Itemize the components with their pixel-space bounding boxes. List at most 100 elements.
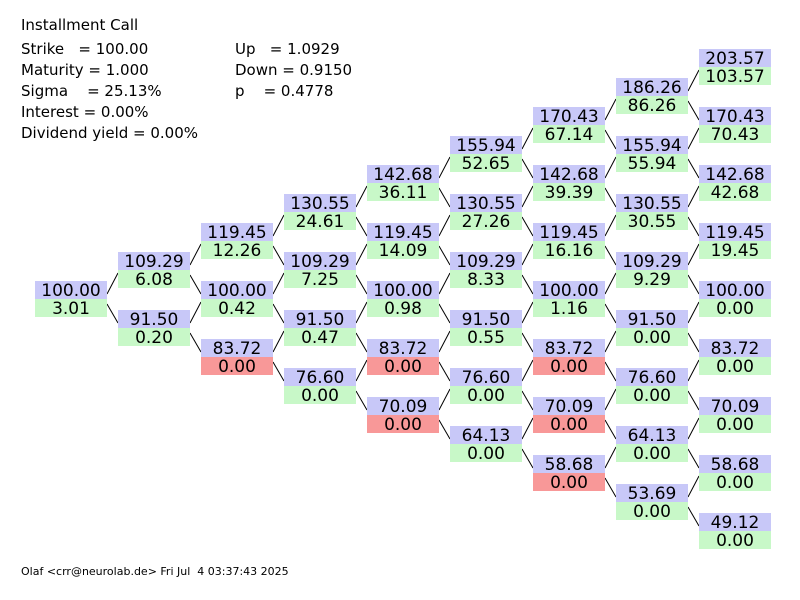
- option-value: 12.26: [213, 241, 262, 261]
- option-box: [367, 357, 439, 375]
- edge: [604, 303, 617, 324]
- parameter: Down = 0.9150: [235, 61, 352, 79]
- edge: [604, 272, 617, 295]
- edge: [687, 390, 700, 411]
- option-value: 39.39: [545, 183, 594, 203]
- edge: [687, 243, 700, 266]
- edge: [521, 158, 534, 179]
- edge: [355, 359, 368, 382]
- stock-box: [616, 136, 688, 154]
- parameter: Maturity = 1.000: [21, 61, 149, 79]
- stock-box: [533, 455, 605, 473]
- stock-box: [118, 252, 190, 270]
- option-box: [699, 241, 771, 259]
- stock-price: 100.00: [373, 281, 432, 301]
- option-box: [118, 270, 190, 288]
- option-box: [201, 299, 273, 317]
- option-box: [616, 154, 688, 172]
- stock-box: [699, 281, 771, 299]
- stock-box: [201, 339, 273, 357]
- edge: [272, 245, 285, 266]
- option-value: 0.00: [467, 444, 505, 464]
- option-value: 8.33: [467, 270, 505, 290]
- edge: [438, 361, 451, 382]
- stock-price: 142.68: [539, 165, 598, 185]
- option-value: 16.16: [545, 241, 594, 261]
- stock-box: [201, 223, 273, 241]
- stock-price: 109.29: [622, 252, 681, 272]
- edge: [521, 216, 534, 237]
- stock-price: 53.69: [628, 484, 677, 504]
- edge: [687, 100, 700, 121]
- option-box: [533, 183, 605, 201]
- option-value: 0.42: [218, 299, 256, 319]
- stock-price: 91.50: [462, 310, 511, 330]
- option-value: 0.00: [716, 531, 754, 551]
- edge: [521, 448, 534, 469]
- stock-price: 49.12: [711, 513, 760, 533]
- option-box: [616, 328, 688, 346]
- stock-price: 58.68: [711, 455, 760, 475]
- stock-price: 91.50: [296, 310, 345, 330]
- option-value: 0.00: [716, 415, 754, 435]
- stock-box: [699, 223, 771, 241]
- edge: [355, 301, 368, 324]
- stock-price: 119.45: [705, 223, 764, 243]
- option-value: 55.94: [628, 154, 677, 174]
- edge: [604, 388, 617, 411]
- option-box: [284, 328, 356, 346]
- edge: [272, 214, 285, 237]
- option-value: 0.00: [550, 357, 588, 377]
- edge: [438, 214, 451, 237]
- option-box: [450, 270, 522, 288]
- edge: [521, 390, 534, 411]
- edge: [355, 390, 368, 411]
- edge: [604, 477, 617, 498]
- stock-price: 64.13: [462, 426, 511, 446]
- stock-box: [533, 107, 605, 125]
- option-value: 0.00: [384, 357, 422, 377]
- option-value: 0.00: [716, 473, 754, 493]
- edge: [438, 419, 451, 440]
- edge: [438, 245, 451, 266]
- edge: [604, 419, 617, 440]
- option-value: 0.00: [550, 473, 588, 493]
- stock-box: [616, 194, 688, 212]
- stock-box: [450, 368, 522, 386]
- stock-box: [699, 107, 771, 125]
- option-box: [699, 67, 771, 85]
- stock-box: [201, 281, 273, 299]
- edge: [604, 156, 617, 179]
- stock-box: [699, 513, 771, 531]
- stock-price: 91.50: [130, 310, 179, 330]
- stock-price: 109.29: [456, 252, 515, 272]
- option-box: [118, 328, 190, 346]
- edge: [687, 301, 700, 324]
- edge: [521, 332, 534, 353]
- edge: [604, 446, 617, 469]
- edge: [687, 127, 700, 150]
- option-box: [533, 415, 605, 433]
- stock-box: [284, 252, 356, 270]
- option-value: 0.00: [301, 386, 339, 406]
- edge: [106, 272, 119, 295]
- option-box: [35, 299, 107, 317]
- stock-price: 58.68: [545, 455, 594, 475]
- stock-box: [284, 194, 356, 212]
- stock-box: [699, 397, 771, 415]
- stock-box: [450, 252, 522, 270]
- stock-price: 109.29: [124, 252, 183, 272]
- edge: [687, 158, 700, 179]
- option-value: 6.08: [135, 270, 173, 290]
- option-value: 0.55: [467, 328, 505, 348]
- edge: [189, 243, 202, 266]
- stock-box: [367, 223, 439, 241]
- stock-price: 119.45: [207, 223, 266, 243]
- stock-price: 76.60: [628, 368, 677, 388]
- stock-price: 130.55: [456, 194, 515, 214]
- option-value: 0.00: [384, 415, 422, 435]
- option-box: [450, 328, 522, 346]
- edge: [272, 303, 285, 324]
- stock-price: 83.72: [545, 339, 594, 359]
